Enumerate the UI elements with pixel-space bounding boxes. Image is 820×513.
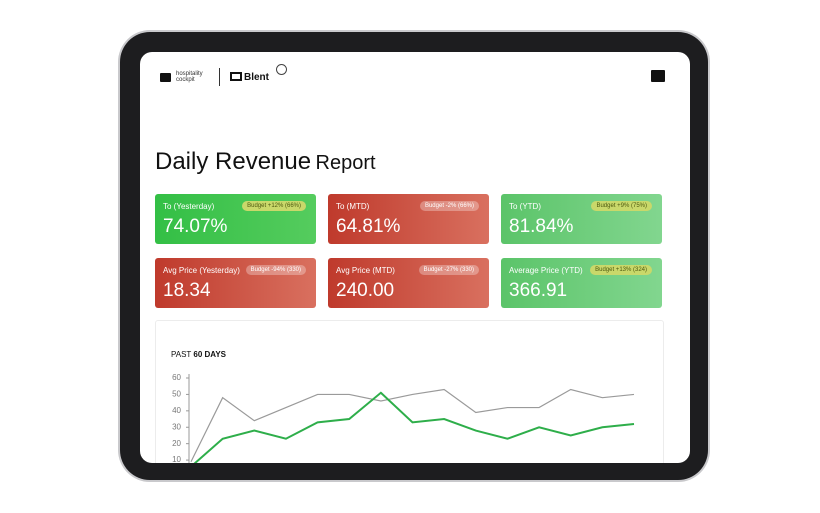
kpi-label: Avg Price (Yesterday) [163,266,240,275]
partner-name: Blent [244,72,269,83]
info-icon[interactable] [276,64,287,75]
kpi-card: To (YTD) Budget +9% (75%) 81.84% [501,194,662,244]
kpi-card: To (Yesterday) Budget +12% (66%) 74.07% [155,194,316,244]
kpi-card: Average Price (YTD) Budget +13% (324) 366.… [501,258,662,308]
y-tick-label: 10 [172,455,181,463]
chart-card: PAST 60 DAYS 10 20 30 40 50 60 [155,320,664,463]
y-tick-label: 20 [172,439,181,448]
line-series [193,391,635,463]
chart-title: PAST 60 DAYS [171,350,226,359]
divider [219,68,220,86]
brand-logo [160,73,171,82]
kpi-badge: Budget +9% (75%) [591,201,652,211]
line-series [190,388,635,462]
kpi-value: 240.00 [336,280,395,301]
kpi-value: 366.91 [509,280,568,301]
kpi-label: Avg Price (MTD) [336,266,395,275]
kpi-value: 18.34 [163,280,211,301]
y-tick-label: 40 [172,406,181,415]
y-tick-label: 50 [172,390,181,399]
y-tick-label: 30 [172,422,181,431]
kpi-value: 74.07% [163,216,228,237]
kpi-card: To (MTD) Budget -2% (66%) 64.81% [328,194,489,244]
kpi-card: Avg Price (MTD) Budget -27% (330) 240.00 [328,258,489,308]
kpi-badge: Budget -2% (66%) [419,201,479,211]
menu-icon[interactable] [651,70,665,82]
kpi-value: 64.81% [336,216,401,237]
y-tick-label: 60 [172,373,181,382]
kpi-badge: Budget -27% (330) [418,265,479,275]
chart-title-bold: 60 DAYS [193,350,227,359]
brand-name: hospitality cockpit [176,71,203,83]
kpi-badge: Budget +12% (66%) [242,201,306,211]
chart: 10 20 30 40 50 60 [172,373,635,463]
kpi-label: To (MTD) [336,202,370,211]
kpi-label: To (YTD) [509,202,541,211]
screen: hospitality cockpit Blent Daily Revenue … [140,52,690,463]
title-sub: Report [315,152,376,174]
page-title: Daily Revenue Report [155,148,376,176]
kpi-badge: Budget +13% (324) [590,265,652,275]
kpi-card: Avg Price (Yesterday) Budget -94% (330) 18… [155,258,316,308]
title-main: Daily Revenue [155,148,312,175]
kpi-value: 81.84% [509,216,574,237]
chart-title-text: PAST [171,350,192,359]
kpi-label: To (Yesterday) [163,202,215,211]
kpi-label: Average Price (YTD) [509,266,583,275]
kpi-badge: Budget -94% (330) [245,265,306,275]
partner-logo [230,72,242,81]
